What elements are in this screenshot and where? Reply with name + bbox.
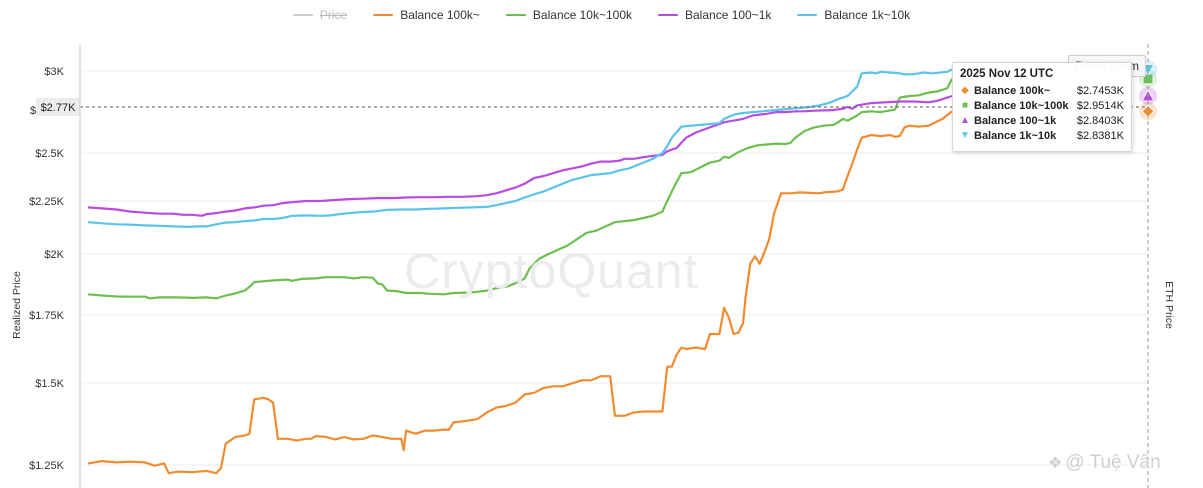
crosshair-label-box bbox=[36, 98, 80, 116]
y-tick-label-partial: $ bbox=[30, 105, 36, 117]
tooltip-marker-icon: ▼ bbox=[960, 130, 970, 141]
tooltip-row-balance-1k-10k: ▼ Balance 1k~10k $2.8381K bbox=[960, 128, 1124, 143]
tooltip: 2025 Nov 12 UTC ◆ Balance 100k~ $2.7453K ■ B… bbox=[952, 62, 1132, 152]
legend-item-price[interactable]: Price bbox=[292, 6, 348, 24]
legend-item-balance-100-1k[interactable]: Balance 100~1k bbox=[658, 6, 771, 24]
y-tick-label: $2K bbox=[44, 249, 64, 261]
tooltip-series-name: Balance 1k~10k bbox=[974, 129, 1057, 142]
legend-swatch bbox=[505, 14, 526, 16]
legend-item-balance-10k-100k[interactable]: Balance 10k~100k bbox=[505, 6, 632, 24]
y-tick-label: $2.5K bbox=[35, 148, 64, 160]
series-line-balance-100k[interactable] bbox=[87, 110, 953, 475]
tooltip-series-value: $2.8403K bbox=[1076, 114, 1124, 127]
tooltip-series-name: Balance 100~1k bbox=[974, 114, 1057, 127]
y-axis-title: Realized Price bbox=[11, 271, 23, 339]
y-tick-label: $2.25K bbox=[29, 196, 65, 208]
tooltip-date: 2025 Nov 12 UTC bbox=[960, 68, 1054, 80]
series-line-balance-1k-10k[interactable] bbox=[87, 68, 953, 228]
tooltip-series-value: $2.9514K bbox=[1076, 99, 1124, 112]
right-axis-title: ETH Price bbox=[1163, 281, 1175, 329]
tooltip-series-value: $2.7453K bbox=[1076, 84, 1124, 97]
tooltip-marker-icon: ▲ bbox=[960, 115, 970, 126]
legend-swatch bbox=[373, 14, 394, 16]
legend-swatch bbox=[797, 14, 818, 16]
tooltip-series-value: $2.8381K bbox=[1076, 129, 1124, 142]
series-line-balance-10k-100k[interactable] bbox=[87, 78, 953, 300]
legend-label: Balance 1k~10k bbox=[824, 8, 911, 22]
legend-label: Balance 100k~ bbox=[400, 8, 480, 22]
legend-label: Price bbox=[319, 8, 348, 22]
legend-label: Balance 100~1k bbox=[685, 8, 772, 22]
y-tick-label: $3K bbox=[44, 66, 64, 78]
y-tick-label: $1.5K bbox=[35, 378, 64, 390]
legend-item-balance-100k[interactable]: Balance 100k~ bbox=[373, 6, 480, 24]
tooltip-row-balance-10k-100k: ■ Balance 10k~100k $2.9514K bbox=[960, 98, 1124, 113]
tooltip-marker-icon: ■ bbox=[961, 100, 969, 111]
series-line-balance-100-1k[interactable] bbox=[87, 94, 953, 217]
chart-legend: Price Balance 100k~ Balance 10k~100k Balanc… bbox=[0, 6, 1203, 24]
tooltip-marker-icon: ◆ bbox=[961, 85, 969, 96]
y-tick-label: $1.75K bbox=[29, 310, 65, 322]
legend-item-balance-1k-10k[interactable]: Balance 1k~10k bbox=[797, 6, 910, 24]
legend-swatch bbox=[658, 14, 678, 16]
crosshair-label: $2.77K bbox=[41, 102, 77, 114]
tooltip-row-balance-100k: ◆ Balance 100k~ $2.7453K bbox=[960, 83, 1124, 98]
tooltip-row-balance-100-1k: ▲ Balance 100~1k $2.8403K bbox=[960, 113, 1124, 128]
y-tick-label: $1.25K bbox=[29, 460, 65, 472]
legend-label: Balance 10k~100k bbox=[532, 8, 632, 22]
tooltip-series-name: Balance 100k~ bbox=[974, 84, 1051, 97]
tooltip-series-name: Balance 10k~100k bbox=[974, 99, 1069, 112]
legend-swatch bbox=[292, 14, 313, 16]
